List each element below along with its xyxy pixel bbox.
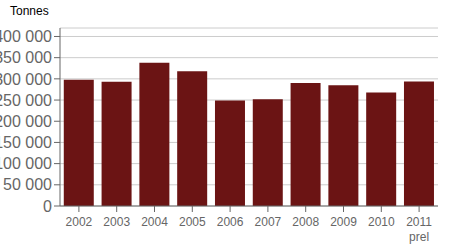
svg-text:200 000: 200 000 (8, 113, 52, 130)
svg-text:2010: 2010 (368, 215, 395, 229)
svg-text:400 000: 400 000 (8, 28, 52, 45)
svg-text:2006: 2006 (217, 215, 244, 229)
svg-text:prel: prel (409, 230, 429, 244)
svg-text:150 000: 150 000 (8, 134, 52, 151)
svg-text:2005: 2005 (179, 215, 206, 229)
svg-text:350 000: 350 000 (8, 49, 52, 66)
svg-text:100 000: 100 000 (8, 155, 52, 172)
svg-text:0: 0 (43, 198, 52, 215)
html-text:Tonnes: Tonnes (10, 4, 49, 18)
svg-text:2002: 2002 (66, 215, 93, 229)
svg-text:2003: 2003 (103, 215, 130, 229)
svg-text:2004: 2004 (141, 215, 168, 229)
svg-text:2009: 2009 (330, 215, 357, 229)
svg-text:2008: 2008 (292, 215, 319, 229)
svg-text:2007: 2007 (255, 215, 282, 229)
svg-text:2011: 2011 (406, 215, 432, 229)
svg-text:50 000: 50 000 (8, 176, 52, 193)
svg-text:300 000: 300 000 (8, 71, 52, 88)
svg-text:250 000: 250 000 (8, 92, 52, 109)
